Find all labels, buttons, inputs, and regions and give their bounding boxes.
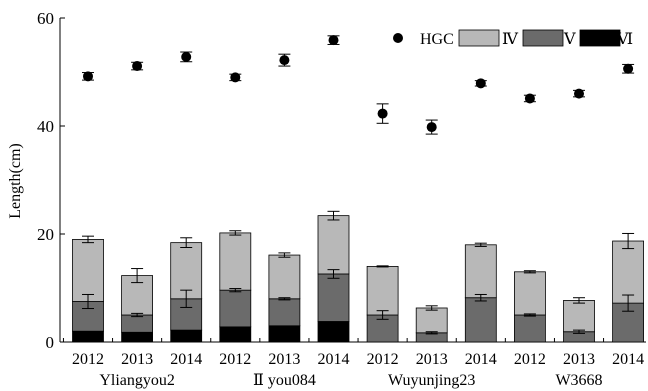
bar-Ⅳ-8 (464, 244, 497, 299)
group-label: W3668 (555, 372, 602, 389)
hgc-points (83, 35, 634, 133)
bar-Ⅴ-8 (464, 297, 497, 343)
hgc-point-9 (524, 93, 535, 104)
bar-Ⅴ-4 (268, 298, 301, 327)
legend-swatch (522, 29, 564, 47)
bar-Ⅵ-2 (170, 329, 203, 343)
hgc-point-7 (426, 122, 437, 133)
y-axis-label: Length(cm) (7, 143, 24, 219)
bar-Ⅵ-3 (219, 326, 252, 343)
hgc-point-4 (279, 55, 290, 66)
x-tick-label: 2012 (514, 351, 546, 368)
bar-Ⅳ-3 (219, 232, 252, 291)
x-tick-label: 2013 (563, 351, 595, 368)
bar-Ⅳ-5 (317, 215, 350, 275)
bar-Ⅴ-5 (317, 273, 350, 322)
hgc-point-6 (377, 108, 388, 119)
legend: HGC Ⅳ Ⅴ Ⅵ (393, 29, 633, 48)
legend-label: Ⅵ (616, 31, 633, 48)
hgc-point-5 (328, 35, 339, 46)
bar-Ⅳ-6 (366, 265, 399, 316)
y-tick-label: 40 (37, 117, 54, 136)
x-tick-label: 2012 (219, 351, 251, 368)
x-tick-label: 2014 (465, 351, 497, 368)
bar-Ⅳ-0 (72, 238, 104, 302)
hgc-point-0 (83, 71, 93, 82)
bar-Ⅳ-9 (514, 271, 546, 316)
legend-swatch (458, 29, 500, 47)
legend-swatch (579, 29, 621, 47)
hgc-point-11 (623, 63, 634, 74)
bar-Ⅳ-7 (415, 307, 448, 334)
x-tick-label: 2013 (268, 351, 300, 368)
x-tick-label: 2012 (367, 351, 399, 368)
x-tick-label: 2012 (72, 351, 104, 368)
legend-label: Ⅴ (563, 31, 576, 48)
legend-marker-hgc (393, 33, 403, 43)
group-label: Wuyunjing23 (388, 372, 475, 389)
hgc-point-8 (475, 78, 486, 89)
group-labels: Yliangyou2 Ⅱ you084 Wuyunjing23 W3668 (99, 372, 602, 389)
y-tick-label: 0 (46, 333, 55, 352)
x-tick-label: 2014 (170, 351, 202, 368)
hgc-point-10 (574, 88, 584, 99)
bar-Ⅳ-2 (170, 242, 203, 300)
x-tick-label: 2014 (318, 351, 350, 368)
bar-Ⅳ-4 (268, 254, 301, 300)
x-tick-label: 2014 (612, 351, 644, 368)
bar-Ⅴ-3 (219, 289, 252, 328)
bar-Ⅵ-5 (317, 321, 350, 343)
legend-label: HGC (420, 31, 454, 48)
y-tick-label: 20 (37, 225, 54, 244)
error-bars (82, 35, 635, 335)
y-tick-label: 60 (37, 9, 54, 28)
x-tick-labels: 2012 2013 2014 2012 2013 2014 2012 2013 2014 2012… (72, 351, 644, 368)
axes: 0 20 40 60 (37, 9, 646, 352)
x-tick-label: 2013 (121, 351, 153, 368)
hgc-point-3 (230, 72, 241, 83)
bar-Ⅵ-0 (72, 330, 104, 343)
group-label: Ⅱ you084 (253, 372, 316, 389)
bar-Ⅳ-10 (563, 300, 595, 333)
x-tick-label: 2013 (416, 351, 448, 368)
hgc-point-2 (181, 51, 192, 62)
legend-label: Ⅳ (502, 31, 519, 48)
bar-Ⅳ-11 (612, 240, 644, 304)
bar-Ⅴ-9 (514, 314, 546, 343)
bars (72, 215, 644, 343)
hgc-point-1 (132, 61, 143, 72)
bar-Ⅴ-1 (121, 314, 153, 333)
bar-Ⅵ-4 (268, 325, 301, 343)
bar-Ⅵ-1 (121, 331, 153, 343)
group-label: Yliangyou2 (99, 372, 175, 389)
